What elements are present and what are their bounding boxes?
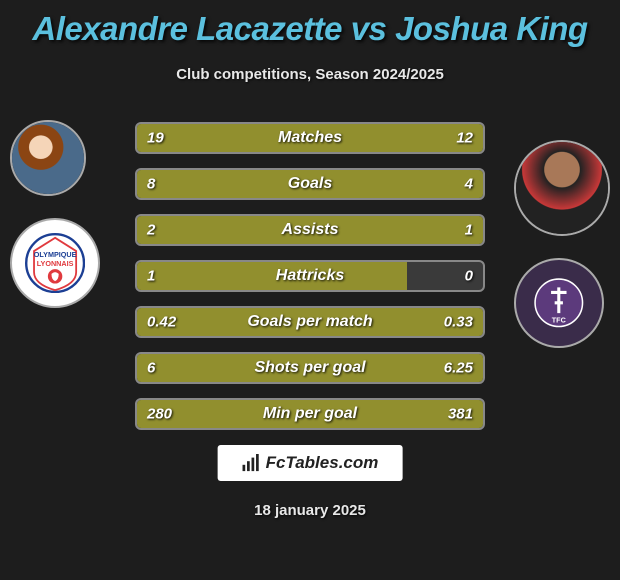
bar-left-fill bbox=[137, 170, 369, 198]
left-avatars: OLYMPIQUE LYONNAIS bbox=[10, 120, 100, 308]
stat-value-left: 19 bbox=[147, 130, 164, 147]
page-title: Alexandre Lacazette vs Joshua King bbox=[0, 0, 620, 48]
stat-label: Matches bbox=[278, 129, 342, 147]
stat-value-right: 4 bbox=[465, 176, 473, 193]
stat-value-right: 0 bbox=[465, 268, 473, 285]
stat-row: 0.42 0.33 Goals per match bbox=[135, 306, 485, 338]
stat-value-left: 280 bbox=[147, 406, 172, 423]
stat-value-left: 6 bbox=[147, 360, 155, 377]
player-right-avatar bbox=[514, 140, 610, 236]
stat-label: Goals bbox=[288, 175, 332, 193]
club-left-badge: OLYMPIQUE LYONNAIS bbox=[10, 218, 100, 308]
watermark: FcTables.com bbox=[218, 445, 403, 481]
stat-value-right: 1 bbox=[465, 222, 473, 239]
stat-row: 19 12 Matches bbox=[135, 122, 485, 154]
svg-text:OLYMPIQUE: OLYMPIQUE bbox=[34, 250, 77, 259]
stat-label: Min per goal bbox=[263, 405, 357, 423]
stat-value-right: 6.25 bbox=[444, 360, 473, 377]
stat-value-left: 8 bbox=[147, 176, 155, 193]
stat-value-right: 0.33 bbox=[444, 314, 473, 331]
stat-value-left: 2 bbox=[147, 222, 155, 239]
stat-row: 6 6.25 Shots per goal bbox=[135, 352, 485, 384]
svg-text:TFC: TFC bbox=[552, 316, 567, 325]
right-avatars: TFC bbox=[514, 140, 610, 348]
stat-label: Hattricks bbox=[276, 267, 344, 285]
stat-row: 1 0 Hattricks bbox=[135, 260, 485, 292]
stat-row: 2 1 Assists bbox=[135, 214, 485, 246]
stats-bars: 19 12 Matches 8 4 Goals 2 1 Assists 1 0 Hattricks 0.… bbox=[135, 122, 485, 444]
stat-label: Shots per goal bbox=[254, 359, 365, 377]
club-right-badge: TFC bbox=[514, 258, 604, 348]
stat-label: Assists bbox=[282, 221, 339, 239]
subtitle: Club competitions, Season 2024/2025 bbox=[0, 66, 620, 83]
stat-value-right: 12 bbox=[456, 130, 473, 147]
watermark-text: FcTables.com bbox=[266, 453, 379, 473]
chart-icon bbox=[242, 454, 260, 472]
stat-value-right: 381 bbox=[448, 406, 473, 423]
bar-left-fill bbox=[137, 262, 407, 290]
stat-value-left: 1 bbox=[147, 268, 155, 285]
stat-label: Goals per match bbox=[247, 313, 372, 331]
date-text: 18 january 2025 bbox=[254, 502, 366, 519]
stat-row: 280 381 Min per goal bbox=[135, 398, 485, 430]
player-left-avatar bbox=[10, 120, 86, 196]
stat-row: 8 4 Goals bbox=[135, 168, 485, 200]
stat-value-left: 0.42 bbox=[147, 314, 176, 331]
svg-text:LYONNAIS: LYONNAIS bbox=[37, 259, 74, 268]
